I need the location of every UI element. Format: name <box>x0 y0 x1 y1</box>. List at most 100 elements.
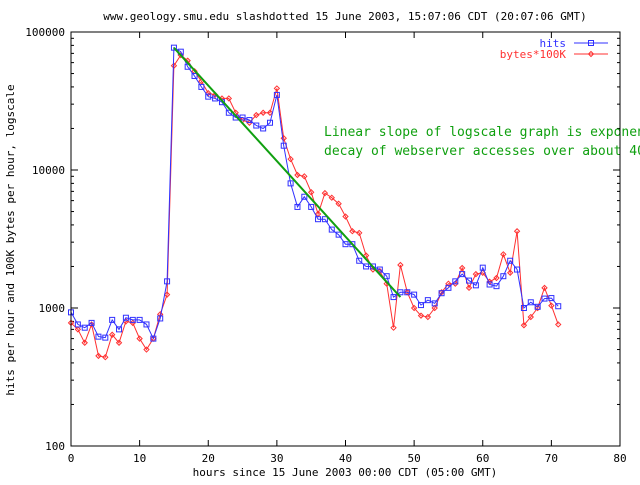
hits-point <box>397 289 404 296</box>
bytes-point <box>390 324 397 331</box>
bytes-point <box>321 189 329 197</box>
bytes-point <box>548 302 555 309</box>
hits-point <box>493 283 500 290</box>
hits-point <box>534 303 541 310</box>
hits-point <box>267 119 274 126</box>
bytes-point <box>294 171 301 179</box>
x-tick-label: 60 <box>476 452 489 465</box>
bytes-point <box>445 280 452 287</box>
bytes-point <box>555 321 562 328</box>
annotation-text: Linear slope of logscale graph is expone… <box>324 125 640 140</box>
y-tick-label: 1000 <box>39 302 66 315</box>
x-tick-label: 80 <box>613 452 626 465</box>
bytes-point <box>500 251 507 258</box>
bytes-point <box>493 274 500 282</box>
hits-point <box>514 266 521 273</box>
hits-point <box>260 125 267 132</box>
hits-point <box>548 295 555 302</box>
hits-point <box>356 257 363 264</box>
bytes-point <box>458 264 466 272</box>
bytes-point <box>472 270 480 278</box>
hits-point <box>328 226 335 233</box>
bytes-point <box>280 134 287 142</box>
hits-point <box>287 180 294 187</box>
hits-point <box>315 216 322 223</box>
series-bytes-100k <box>67 51 562 361</box>
bytes-point <box>527 313 534 321</box>
x-tick-label: 40 <box>339 452 352 465</box>
bytes-point <box>424 313 432 321</box>
x-axis-label: hours since 15 June 2003 00:00 CDT (05:0… <box>193 466 498 479</box>
bytes-point <box>81 339 88 346</box>
hits-point <box>452 278 459 285</box>
x-tick-label: 30 <box>270 452 283 465</box>
hits-point <box>342 241 349 248</box>
bytes-point <box>301 173 308 180</box>
hits-point <box>466 277 473 284</box>
hits-point <box>376 266 383 273</box>
y-tick-label: 100000 <box>25 26 65 39</box>
bytes-point <box>273 85 281 92</box>
hits-point <box>225 109 232 116</box>
hits-point <box>253 122 260 129</box>
hits-point <box>507 257 514 264</box>
bytes-point <box>417 312 425 319</box>
hits-point <box>500 273 507 280</box>
x-tick-label: 0 <box>68 452 75 465</box>
x-tick-label: 10 <box>133 452 146 465</box>
hits-point <box>321 216 328 223</box>
bytes-point <box>431 304 438 312</box>
hits-point <box>109 316 116 323</box>
legend-marker <box>587 50 595 58</box>
y-axis-label: hits per hour and 100K bytes per hour, l… <box>4 84 17 395</box>
hits-point <box>369 263 376 270</box>
hits-point <box>445 284 452 291</box>
hits-point <box>212 95 219 102</box>
trend-line <box>173 47 402 298</box>
hits-point <box>555 303 562 310</box>
bytes-point <box>259 109 267 116</box>
bytes-point <box>253 111 260 119</box>
bytes-point <box>266 109 274 116</box>
hits-point <box>150 335 157 342</box>
hits-point <box>541 295 548 302</box>
hits-point <box>349 241 356 248</box>
hits-point <box>164 278 171 285</box>
legend-label: hits <box>540 37 567 50</box>
hits-point <box>424 297 431 304</box>
legend-marker <box>588 40 594 46</box>
bytes-point <box>342 213 349 220</box>
hits-point <box>81 324 88 331</box>
hits-point <box>116 326 123 333</box>
bytes-point <box>513 228 521 235</box>
bytes-point <box>520 322 528 329</box>
hits-point <box>246 117 253 124</box>
series-hits <box>68 44 562 342</box>
hits-point <box>527 299 534 306</box>
annotation-text: decay of webserver accesses over about 4… <box>324 144 640 159</box>
hits-point <box>383 273 390 280</box>
hits-point <box>301 193 308 200</box>
hits-point <box>205 93 212 100</box>
bytes-point <box>397 261 404 269</box>
bytes-point <box>143 346 150 353</box>
hits-point <box>129 316 136 323</box>
plot-frame <box>70 31 621 447</box>
hits-point <box>431 300 438 307</box>
chart-title: www.geology.smu.edu slashdotted 15 June … <box>103 10 586 23</box>
hits-point <box>74 321 81 328</box>
bytes-point <box>506 269 514 276</box>
bytes-point <box>287 155 294 163</box>
bytes-point <box>102 353 109 361</box>
hits-point <box>88 319 95 326</box>
hits-point <box>239 114 246 121</box>
bytes-point <box>410 304 418 312</box>
series-line <box>70 46 559 340</box>
hits-point <box>170 44 177 51</box>
bytes-point <box>465 284 473 292</box>
x-tick-label: 70 <box>545 452 558 465</box>
bytes-point <box>136 335 143 342</box>
series-line <box>70 54 559 358</box>
y-tick-label: 100 <box>45 440 65 453</box>
